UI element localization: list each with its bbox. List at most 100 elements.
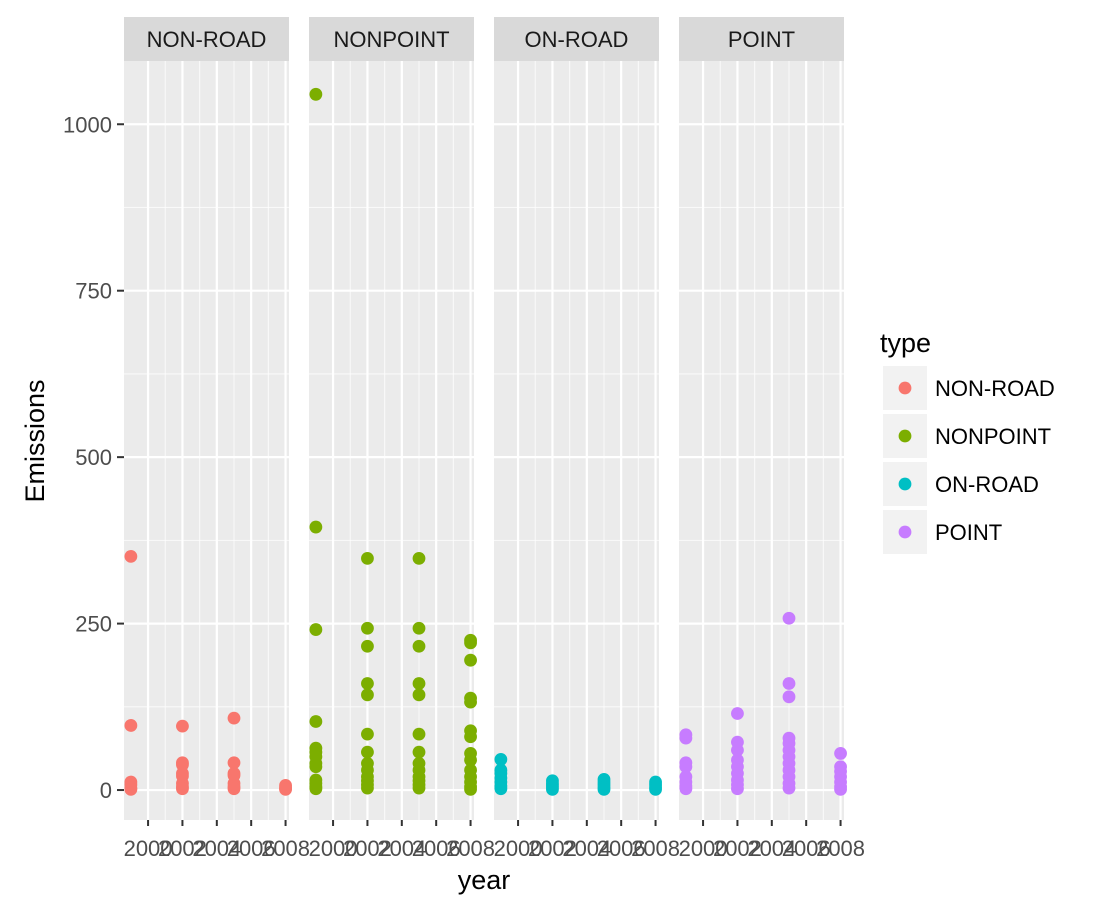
x-tick-label: 2004 (562, 836, 611, 861)
facet-strip-label-non-road: NON-ROAD (147, 27, 267, 52)
data-point-non-road (124, 719, 138, 732)
data-point-nonpoint (464, 653, 477, 667)
x-axis-title: year (458, 865, 511, 895)
x-tick-label: 2002 (158, 836, 207, 861)
x-tick-label: 2008 (631, 836, 680, 861)
data-point-nonpoint (361, 621, 374, 635)
data-point-nonpoint (361, 688, 374, 702)
legend-marker-point (898, 525, 912, 539)
data-point-point (834, 782, 847, 796)
y-tick-label: 250 (75, 612, 112, 637)
y-tick-label: 0 (100, 778, 112, 803)
data-point-non-road (227, 756, 241, 770)
data-point-nonpoint (464, 730, 477, 744)
data-point-point (782, 611, 796, 625)
data-point-nonpoint (412, 677, 426, 690)
x-tick-label: 2002 (528, 836, 577, 861)
data-point-on-road (649, 782, 662, 796)
x-tick-label: 2000 (679, 836, 728, 861)
panel-background-non-road (124, 61, 289, 820)
data-point-non-road (176, 719, 189, 733)
panel-background-nonpoint (309, 61, 474, 820)
data-point-point (782, 690, 796, 704)
data-point-non-road (227, 711, 241, 725)
data-point-non-road (227, 782, 241, 796)
data-point-point (679, 731, 693, 745)
legend-label-nonpoint: NONPOINT (935, 424, 1051, 449)
data-point-nonpoint (412, 727, 426, 741)
data-point-point (731, 707, 744, 720)
data-point-nonpoint (309, 782, 323, 796)
data-point-nonpoint (309, 715, 323, 728)
panel-background-point (679, 61, 844, 820)
data-point-on-road (546, 782, 559, 796)
data-point-nonpoint (412, 745, 426, 759)
data-point-point (731, 743, 744, 757)
x-tick-label: 2004 (192, 836, 241, 861)
legend-marker-on-road (898, 477, 912, 491)
data-point-point (782, 677, 796, 690)
data-point-nonpoint (412, 551, 426, 565)
facet-strip-nonpoint (309, 17, 474, 61)
data-point-nonpoint (412, 688, 426, 702)
facet-strip-on-road (494, 17, 659, 61)
data-point-non-road (279, 782, 292, 796)
legend-label-non-road: NON-ROAD (935, 376, 1055, 401)
data-point-on-road (494, 782, 508, 796)
data-point-nonpoint (309, 87, 323, 101)
x-tick-label: 2008 (261, 836, 310, 861)
data-point-point (679, 782, 693, 796)
y-tick-label: 1000 (63, 112, 112, 137)
data-point-nonpoint (412, 781, 426, 795)
data-point-nonpoint (361, 677, 374, 690)
data-point-point (679, 760, 693, 774)
legend-label-point: POINT (935, 520, 1002, 545)
data-point-point (782, 781, 796, 795)
x-tick-label: 2000 (494, 836, 543, 861)
data-point-nonpoint (309, 520, 323, 534)
data-point-nonpoint (464, 782, 477, 796)
data-point-point (834, 747, 847, 760)
x-tick-label: 2000 (309, 836, 358, 861)
x-tick-label: 2006 (227, 836, 276, 861)
data-point-nonpoint (309, 623, 323, 636)
data-point-nonpoint (361, 727, 374, 741)
data-point-nonpoint (464, 695, 477, 709)
x-tick-label: 2008 (816, 836, 865, 861)
legend-marker-non-road (898, 381, 912, 395)
data-point-nonpoint (464, 636, 477, 650)
x-tick-label: 2004 (377, 836, 426, 861)
panel-background-on-road (494, 61, 659, 820)
x-tick-label: 2002 (713, 836, 762, 861)
y-tick-label: 500 (75, 445, 112, 470)
legend-title: type (880, 328, 931, 358)
legend-marker-nonpoint (898, 429, 912, 443)
x-tick-label: 2006 (782, 836, 831, 861)
data-point-on-road (494, 753, 508, 766)
data-point-nonpoint (361, 551, 374, 565)
data-point-point (731, 782, 744, 796)
data-point-nonpoint (361, 745, 374, 759)
data-point-non-road (124, 782, 138, 796)
data-point-nonpoint (361, 639, 374, 653)
data-point-nonpoint (412, 621, 426, 635)
facet-strip-label-point: POINT (728, 27, 795, 52)
facet-strip-non-road (124, 17, 289, 61)
x-tick-label: 2002 (343, 836, 392, 861)
legend-label-on-road: ON-ROAD (935, 472, 1039, 497)
data-point-non-road (124, 549, 138, 563)
data-point-nonpoint (361, 781, 374, 795)
data-point-nonpoint (412, 639, 426, 653)
facet-strip-point (679, 17, 844, 61)
data-point-nonpoint (464, 753, 477, 767)
data-point-on-road (597, 782, 611, 796)
facet-strip-label-on-road: ON-ROAD (525, 27, 629, 52)
x-tick-label: 2008 (446, 836, 495, 861)
facet-strip-label-nonpoint: NONPOINT (333, 27, 449, 52)
y-axis-title: Emissions (20, 379, 50, 502)
